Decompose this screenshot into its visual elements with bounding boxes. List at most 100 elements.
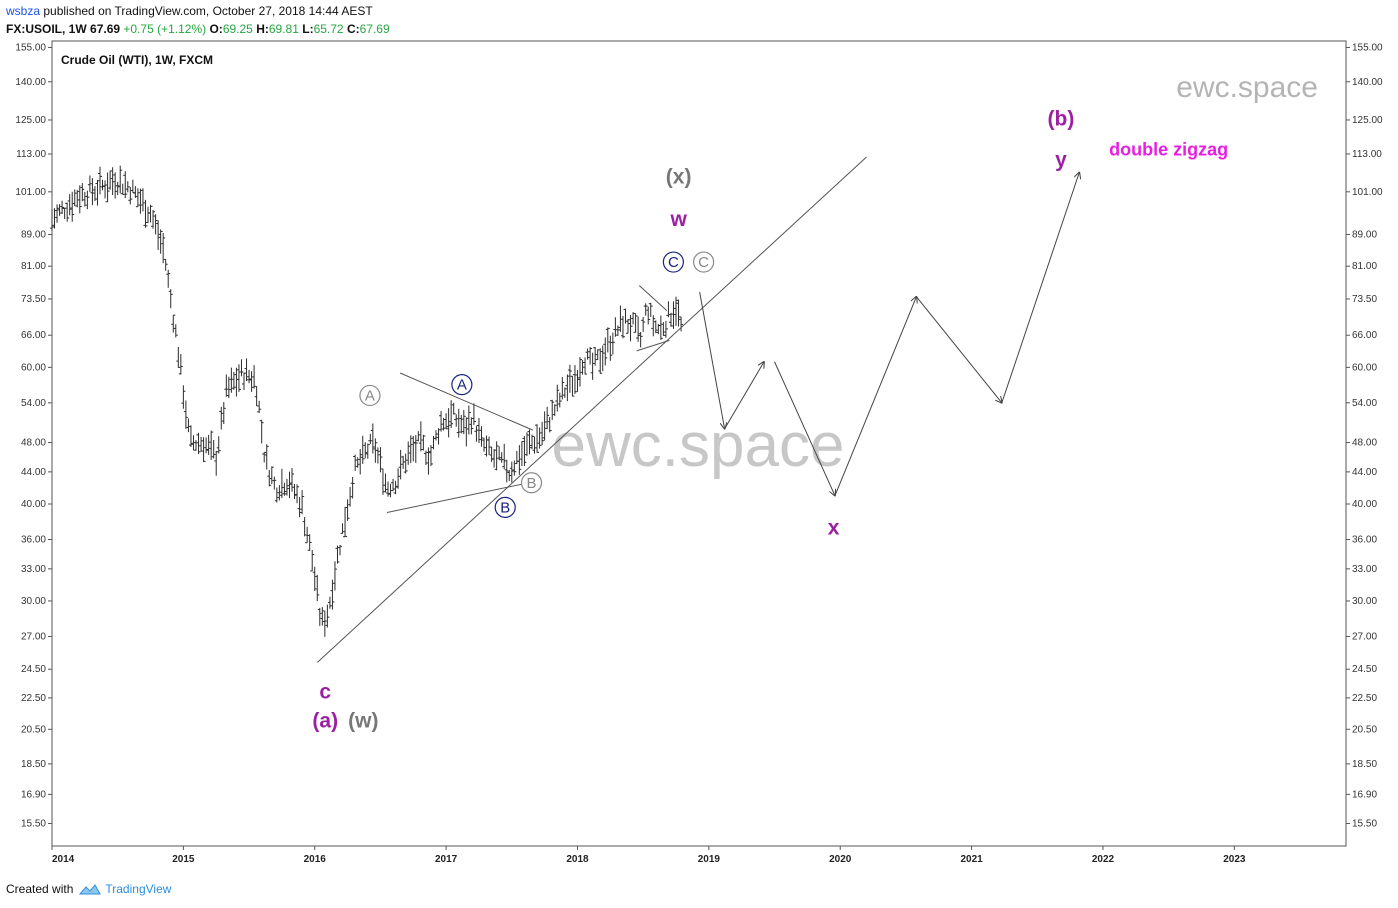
tradingview-brand[interactable]: TradingView — [79, 882, 171, 896]
ohlc-bar — [459, 414, 464, 434]
ohlc-bar — [638, 332, 643, 348]
y-tick-label-left: 155.00 — [15, 42, 46, 53]
trendline-triangle-lower — [386, 483, 526, 514]
ohlc-bar — [444, 413, 449, 430]
price-chart[interactable]: 155.00 155.00 140.00 140.00 125.00 125.00 113.… — [0, 0, 1398, 880]
wave-label-circle — [662, 251, 684, 273]
ohlc-bar — [545, 406, 550, 430]
chart-title: Crude Oil (WTI), 1W, FXCM — [61, 53, 213, 67]
ohlc-bar — [631, 312, 636, 325]
ohlc-bar — [593, 346, 598, 366]
y-tick-label-right: 155.00 — [1352, 42, 1383, 53]
open-value: 69.25 — [222, 22, 253, 36]
ohlc-bar — [62, 207, 67, 219]
ohlc-bar — [353, 454, 358, 471]
ohlc-bar — [221, 402, 226, 425]
ohlc-bar — [474, 425, 479, 442]
ohlc-bar — [479, 426, 484, 447]
ohlc-bar — [92, 186, 97, 202]
watermark-large: ewc.space — [552, 411, 845, 480]
ohlc-bar — [252, 365, 257, 389]
ohlc-bar — [219, 406, 224, 430]
ohlc-bar — [497, 446, 502, 461]
wave-label-b: B — [526, 475, 536, 492]
ohlc-bar — [70, 191, 75, 222]
projection-segment — [699, 292, 725, 429]
y-tick-label-right: 27.00 — [1352, 631, 1377, 642]
ohlc-bar — [343, 506, 348, 538]
ohlc-bar — [583, 357, 588, 375]
ohlc-bar — [456, 408, 461, 438]
ohlc-bar — [201, 437, 206, 463]
ohlc-bar — [183, 400, 188, 429]
ohlc-bar — [666, 301, 671, 318]
ohlc-bar — [466, 405, 471, 435]
ohlc-bar — [633, 313, 638, 333]
ohlc-bar — [191, 435, 196, 451]
ohlc-bar — [636, 316, 641, 342]
ohlc-bar — [264, 444, 269, 470]
ohlc-bar — [85, 190, 90, 210]
ohlc-bar — [540, 421, 545, 446]
ohlc-bar — [216, 436, 221, 454]
wave-label-circle — [692, 251, 715, 273]
ohlc-bar — [658, 315, 663, 341]
y-tick-label-right: 18.50 — [1352, 759, 1377, 770]
ohlc-bar — [398, 449, 403, 480]
wave-label-circle — [494, 496, 516, 518]
ohlc-bar — [368, 433, 373, 444]
y-tick-label-right: 48.00 — [1352, 438, 1377, 449]
ohlc-bar — [426, 447, 431, 475]
wave-label: (w) — [348, 710, 378, 733]
ohlc-bar — [487, 436, 492, 455]
high-value: 69.81 — [268, 22, 299, 36]
y-tick-label-left: 101.00 — [15, 187, 46, 198]
y-tick-label-right: 24.50 — [1352, 664, 1377, 675]
ohlc-bar — [153, 214, 158, 235]
ohlc-bar — [439, 410, 444, 432]
x-tick-label: 2023 — [1223, 854, 1246, 865]
ohlc-bar — [72, 189, 77, 207]
ohlc-bar — [618, 305, 623, 332]
ohlc-bar — [168, 289, 173, 309]
ohlc-bar — [239, 359, 244, 377]
ohlc-bar — [135, 188, 140, 208]
ohlc-bar — [151, 210, 156, 229]
price-change: +0.75 (+1.12%) — [123, 22, 207, 36]
ohlc-bar — [297, 497, 302, 518]
ohlc-bar — [608, 335, 613, 361]
ohlc-bar — [671, 301, 676, 329]
ohlc-bar — [514, 450, 519, 465]
ohlc-bar — [375, 447, 380, 464]
y-tick-label-right: 66.00 — [1352, 330, 1377, 341]
ohlc-bar — [451, 402, 456, 415]
ohlc-bar — [176, 347, 181, 368]
ohlc-bar — [274, 487, 279, 503]
high-label: H: — [256, 22, 269, 36]
ohlc-bar — [489, 446, 494, 462]
publisher-username[interactable]: wsbza — [6, 4, 41, 18]
ohlc-bar — [236, 364, 241, 392]
quote-line: FX:USOIL, 1W 67.69 +0.75 (+1.12%) O:69.2… — [6, 22, 390, 36]
close-value: 67.69 — [359, 22, 390, 36]
ohlc-bar — [269, 466, 274, 484]
ohlc-bar — [628, 314, 633, 342]
ohlc-bar — [449, 400, 454, 428]
ohlc-bar — [320, 607, 325, 626]
ohlc-bar — [292, 483, 297, 500]
ohlc-bar — [103, 180, 108, 199]
ohlc-bar — [537, 427, 542, 449]
y-tick-label-left: 30.00 — [21, 596, 46, 607]
x-tick-label: 2020 — [829, 854, 852, 865]
ohlc-bar — [484, 435, 489, 457]
pattern-annotation: double zigzag — [1109, 140, 1228, 160]
ohlc-bar — [247, 369, 252, 384]
tradingview-logo-icon — [79, 884, 102, 895]
x-tick-label: 2015 — [172, 854, 195, 865]
ohlc-bar — [679, 316, 684, 332]
ohlc-bar — [305, 526, 310, 544]
y-tick-label-right: 81.00 — [1352, 261, 1377, 272]
ohlc-bar — [388, 483, 393, 498]
low-value: 65.72 — [313, 22, 344, 36]
ohlc-bar — [613, 317, 618, 337]
